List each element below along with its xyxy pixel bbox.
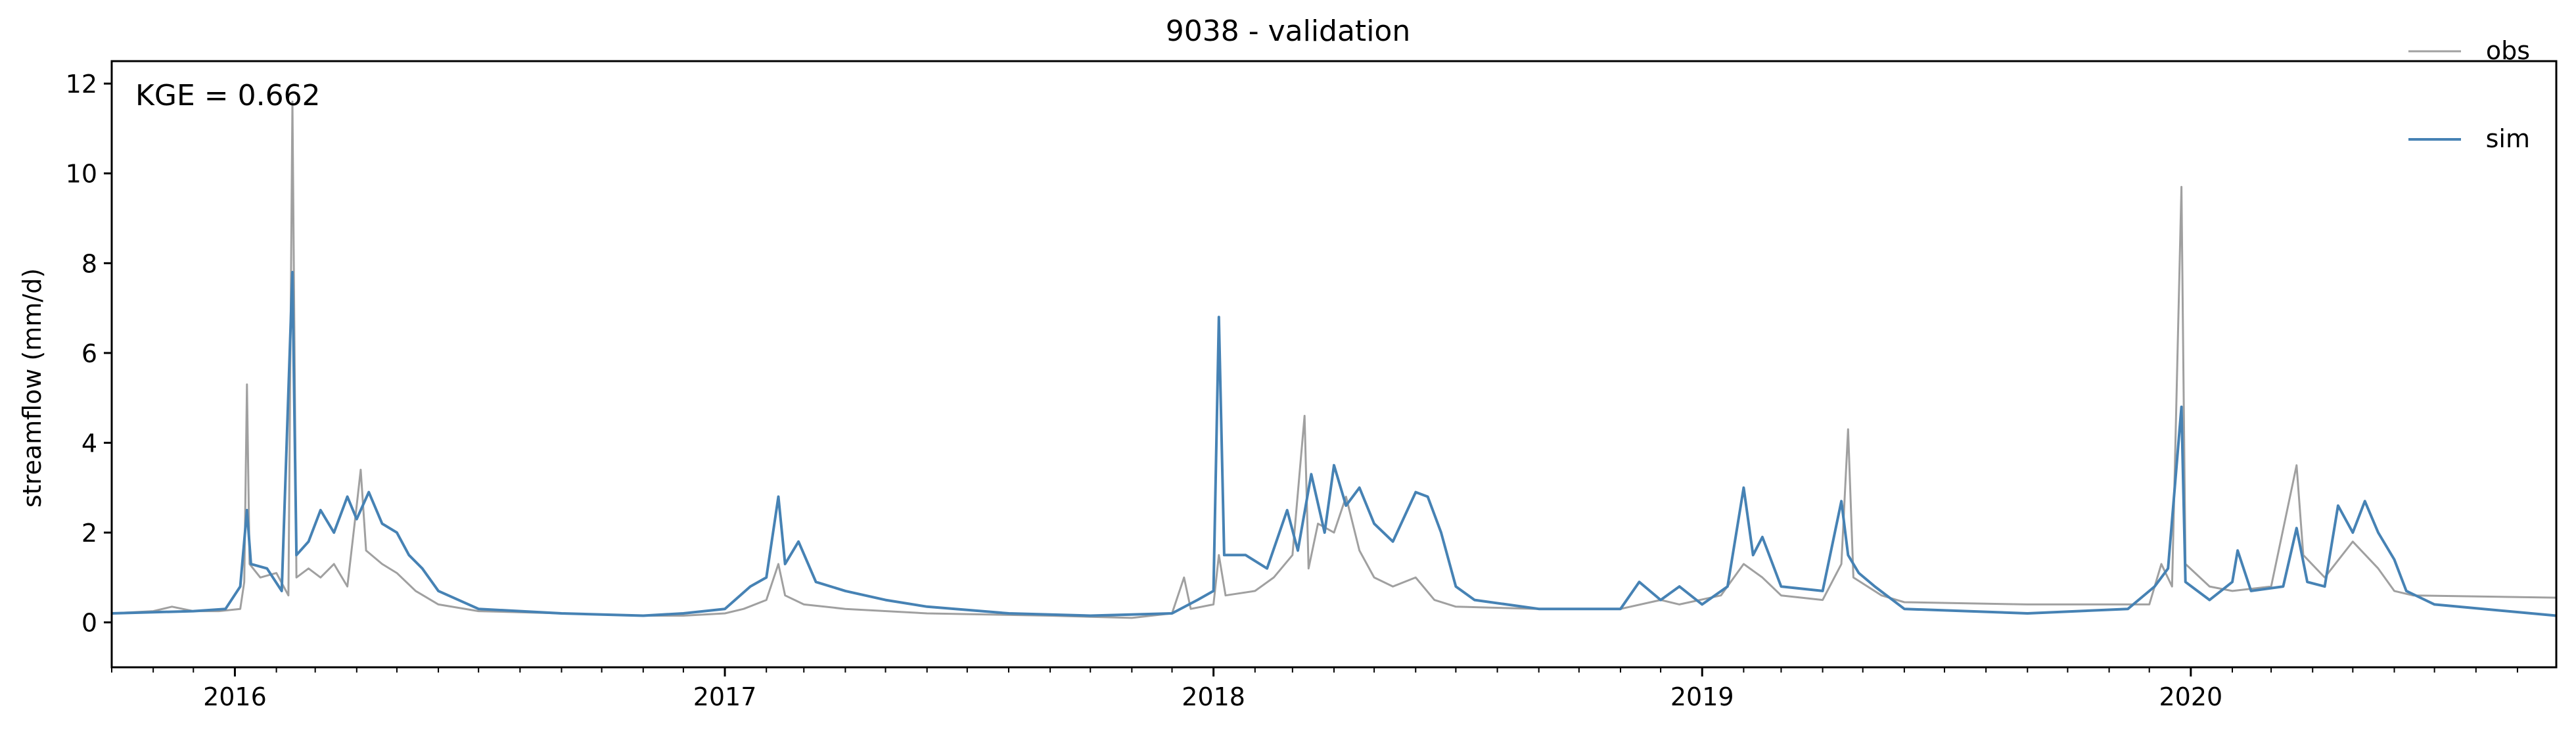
x-tick-label: 2020 — [2159, 682, 2222, 711]
y-tick-label: 8 — [81, 249, 97, 278]
plot-series — [111, 101, 2557, 619]
x-tick-label: 2016 — [203, 682, 267, 711]
legend-obs-label: obs — [2486, 36, 2530, 65]
y-tick-label: 6 — [81, 339, 97, 368]
x-tick-label: 2019 — [1670, 682, 1734, 711]
y-tick-label: 12 — [66, 70, 97, 99]
series-line-obs — [111, 101, 2557, 619]
y-tick-label: 4 — [81, 429, 97, 458]
series-line-sim — [111, 271, 2557, 617]
x-tick-label: 2018 — [1182, 682, 1245, 711]
y-tick-label: 10 — [66, 160, 97, 189]
legend-sim-label: sim — [2486, 124, 2530, 153]
x-tick-label: 2017 — [693, 682, 757, 711]
y-tick-label: 2 — [81, 519, 97, 548]
kge-annotation: KGE = 0.662 — [135, 79, 321, 112]
y-axis-ticks: 0 2 4 6 8 10 12 — [66, 70, 112, 638]
y-axis-label: streamflow (mm/d) — [18, 268, 47, 508]
chart-title: 9038 - validation — [1166, 14, 1410, 48]
y-tick-label: 0 — [81, 609, 97, 638]
legend: obs sim — [2408, 36, 2530, 153]
x-axis-ticks: 2016 2017 2018 2019 2020 — [111, 667, 2518, 711]
plot-frame — [110, 60, 2558, 669]
